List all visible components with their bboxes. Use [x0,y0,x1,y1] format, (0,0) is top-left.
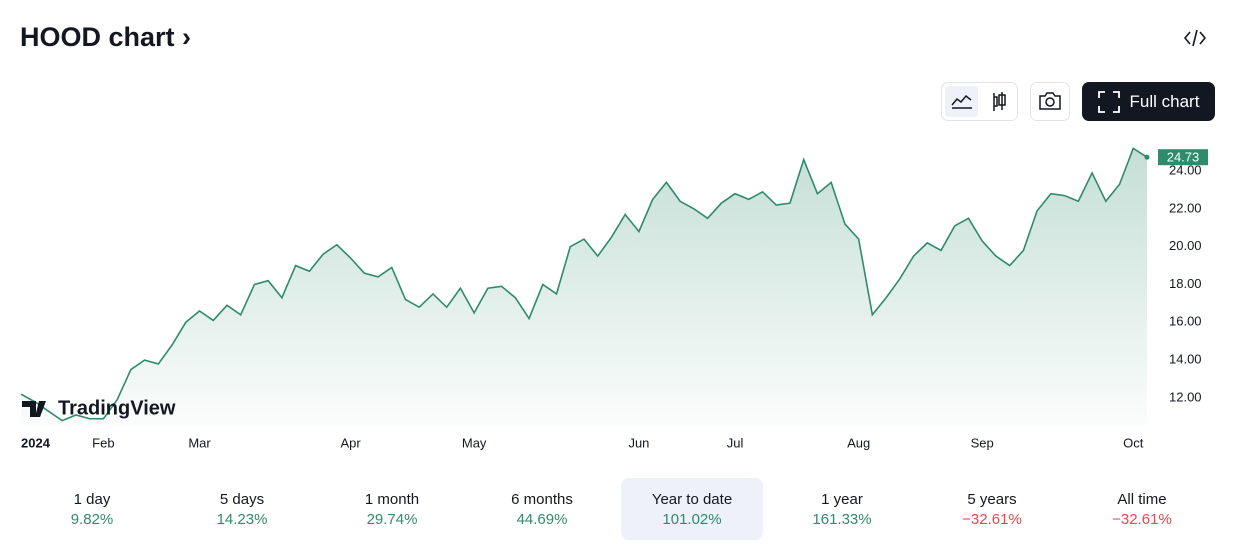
x-tick-label: Apr [340,435,361,450]
period-label: 1 month [364,490,420,508]
period-tab[interactable]: 1 year 161.33% [767,478,917,540]
period-tab[interactable]: 1 month 29.74% [317,478,467,540]
y-tick-label: 22.00 [1169,200,1202,215]
chart-style-toggle [941,82,1018,121]
price-line [20,147,1148,422]
x-tick-label: 2024 [21,435,51,450]
period-row: 1 day 9.82% 5 days 14.23% 1 month 29.74% 6 mon… [17,478,1217,540]
x-tick-label: Sep [971,435,994,450]
style-icons[interactable] [942,83,1017,120]
period-change: −32.61% [1112,510,1172,528]
period-label: 1 year [821,490,863,508]
expand-icon [1097,90,1120,113]
y-tick-label: 18.00 [1169,276,1202,291]
period-label: Year to date [651,490,733,508]
period-label: 1 day [73,490,111,508]
y-tick-label: 12.00 [1169,389,1202,404]
period-change: −32.61% [962,510,1022,528]
period-tab[interactable]: 1 day 9.82% [17,478,167,540]
period-change: 14.23% [216,510,268,528]
title-text[interactable]: HOOD chart [20,22,175,52]
x-tick-label: May [462,435,487,450]
price-tag [1158,149,1208,166]
period-tab[interactable]: 5 days 14.23% [167,478,317,540]
period-change: 29.74% [366,510,418,528]
y-tick-label: 24.00 [1169,162,1202,177]
period-change: 44.69% [516,510,568,528]
y-tick-label: 16.00 [1169,314,1202,329]
period-tab[interactable]: All time −32.61% [1067,478,1217,540]
period-label: 5 years [967,490,1017,508]
period-tab[interactable]: Year to date 101.02% [621,478,763,540]
title[interactable]: HOOD chart › [20,22,192,52]
full-chart-button[interactable]: Full chart [1082,82,1215,121]
x-tick-label: Aug [847,435,870,450]
period-change: 101.02% [662,510,722,528]
snapshot-button[interactable] [1030,82,1070,121]
chart: 12.00 14.00 16.00 18.00 20.00 22.00 24.0024.73… [20,147,1208,450]
period-label: 5 days [219,490,265,508]
embed-icon[interactable] [1184,28,1206,48]
x-tick-label: Jun [628,435,649,450]
period-change: 161.33% [812,510,872,528]
y-tick-label: 20.00 [1169,238,1202,253]
period-label: All time [1117,490,1167,508]
area-fill [21,148,1147,425]
x-tick-label: Jul [727,435,744,450]
period-change: 9.82% [70,510,114,528]
x-tick-label: Mar [188,435,211,450]
x-tick-label: Oct [1123,435,1144,450]
period-label: 6 months [511,490,573,508]
price-tag-label: 24.73 [1167,150,1200,165]
camera-icon [1039,92,1061,110]
x-tick-label: Feb [92,435,114,450]
button-label[interactable]: Full chart [1129,91,1200,111]
watermark: TradingView [58,397,176,419]
watermark-logo [22,401,46,417]
period-tab[interactable]: 5 years −32.61% [917,478,1067,540]
last-point [1144,154,1150,160]
period-tab[interactable]: 6 months 44.69% [467,478,617,540]
y-tick-label: 14.00 [1169,352,1202,367]
